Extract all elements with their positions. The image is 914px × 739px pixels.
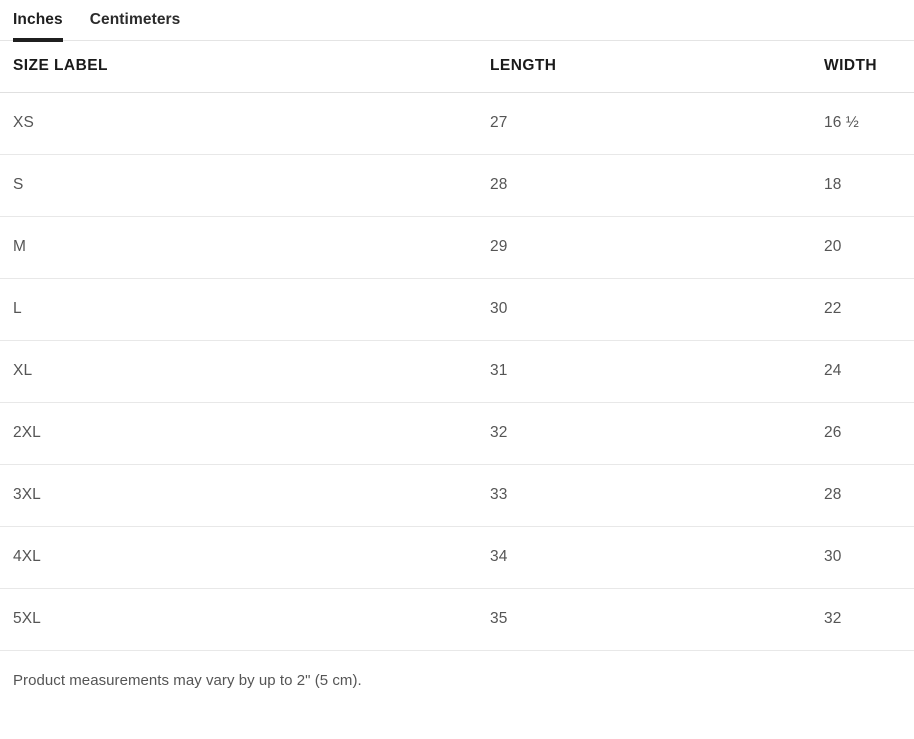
- cell-length: 31: [475, 340, 818, 403]
- cell-length: 30: [475, 278, 818, 341]
- cell-length: 34: [475, 526, 818, 589]
- cell-size-label: 3XL: [0, 464, 475, 527]
- cell-width: 18: [818, 154, 914, 217]
- table-row: M 29 20: [0, 216, 914, 279]
- cell-width: 16 ½: [818, 92, 914, 155]
- cell-width: 22: [818, 278, 914, 341]
- table-row: L 30 22: [0, 278, 914, 341]
- cell-size-label: 2XL: [0, 402, 475, 465]
- table-row: 3XL 33 28: [0, 464, 914, 527]
- size-chart-panel: Inches Centimeters SIZE LABEL LENGTH WID…: [0, 0, 914, 689]
- cell-length: 28: [475, 154, 818, 217]
- cell-width: 30: [818, 526, 914, 589]
- cell-size-label: L: [0, 278, 475, 341]
- cell-width: 32: [818, 588, 914, 651]
- cell-size-label: 5XL: [0, 588, 475, 651]
- cell-length: 32: [475, 402, 818, 465]
- table-row: 4XL 34 30: [0, 526, 914, 589]
- table-body: XS 27 16 ½ S 28 18 M 29 20 L 30 22 XL 31: [0, 92, 914, 651]
- cell-length: 35: [475, 588, 818, 651]
- table-row: XS 27 16 ½: [0, 92, 914, 155]
- table-row: S 28 18: [0, 154, 914, 217]
- tab-centimeters[interactable]: Centimeters: [90, 0, 181, 41]
- cell-size-label: M: [0, 216, 475, 279]
- table-header: SIZE LABEL LENGTH WIDTH: [0, 41, 914, 93]
- column-header-length: LENGTH: [475, 41, 818, 93]
- cell-length: 33: [475, 464, 818, 527]
- table-row: 2XL 32 26: [0, 402, 914, 465]
- cell-length: 29: [475, 216, 818, 279]
- unit-tab-bar: Inches Centimeters: [0, 0, 914, 41]
- cell-size-label: 4XL: [0, 526, 475, 589]
- measurement-disclaimer: Product measurements may vary by up to 2…: [13, 671, 362, 689]
- size-chart-table: SIZE LABEL LENGTH WIDTH XS 27 16 ½ S 28 …: [0, 41, 914, 651]
- table-row: 5XL 35 32: [0, 588, 914, 651]
- cell-length: 27: [475, 92, 818, 155]
- cell-width: 28: [818, 464, 914, 527]
- table-row: XL 31 24: [0, 340, 914, 403]
- cell-size-label: XS: [0, 92, 475, 155]
- cell-width: 24: [818, 340, 914, 403]
- cell-width: 26: [818, 402, 914, 465]
- tab-inches[interactable]: Inches: [13, 0, 63, 41]
- cell-size-label: XL: [0, 340, 475, 403]
- header-row: SIZE LABEL LENGTH WIDTH: [0, 41, 914, 93]
- cell-width: 20: [818, 216, 914, 279]
- column-header-size-label: SIZE LABEL: [0, 41, 475, 93]
- cell-size-label: S: [0, 154, 475, 217]
- column-header-width: WIDTH: [818, 41, 914, 93]
